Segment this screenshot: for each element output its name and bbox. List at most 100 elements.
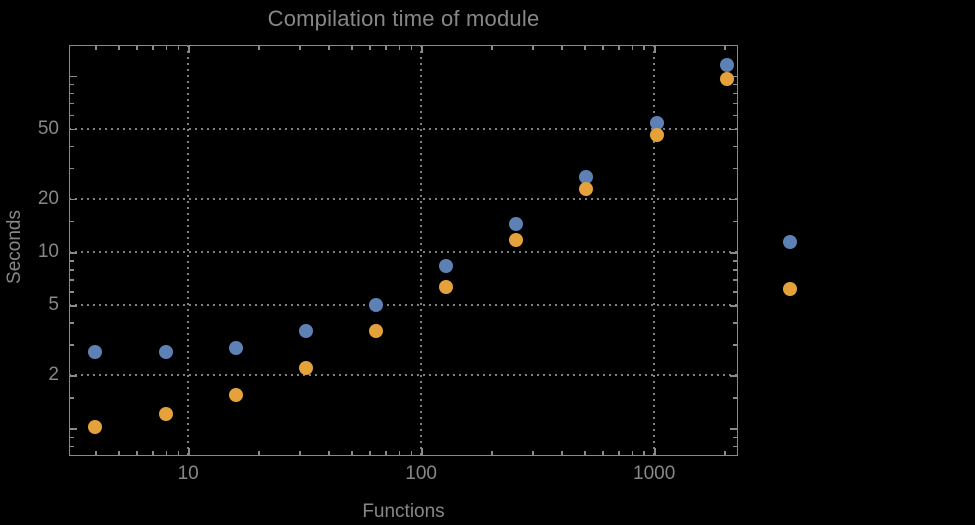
data-point-series-1-blue [509, 217, 524, 232]
x-tick [188, 46, 190, 53]
legend-marker-series-2 [783, 282, 797, 296]
data-point-series-2-orange [228, 387, 243, 402]
x-tick [491, 46, 493, 50]
data-point-series-2-orange [88, 419, 103, 434]
data-point-series-2-orange [649, 128, 664, 143]
x-gridline [187, 45, 190, 456]
y-tick [733, 83, 737, 86]
x-tick [118, 451, 120, 455]
x-axis-label: Functions [362, 501, 445, 522]
y-tick [733, 92, 737, 95]
x-gridline [653, 45, 656, 456]
y-gridline [69, 197, 738, 200]
x-tick [328, 46, 330, 50]
y-tick [733, 269, 737, 271]
x-tick [602, 46, 604, 50]
y-tick [70, 436, 74, 439]
plot-frame [69, 45, 738, 456]
y-tick [733, 114, 737, 117]
y-tick [733, 322, 737, 324]
x-tick [421, 448, 423, 455]
y-gridline [69, 304, 738, 307]
y-tick [70, 128, 77, 131]
x-tick [584, 46, 586, 50]
y-tick [730, 375, 737, 377]
legend-marker-series-1 [783, 235, 797, 249]
x-tick-label: 100 [405, 463, 437, 484]
data-point-series-1-blue [579, 170, 594, 185]
data-point-series-1-blue [88, 345, 103, 360]
x-tick [561, 451, 563, 455]
y-gridline [69, 127, 738, 130]
x-tick [177, 46, 179, 50]
x-tick [258, 451, 260, 455]
y-tick-label: 5 [48, 294, 59, 316]
y-tick [733, 102, 737, 105]
y-tick [733, 291, 737, 293]
y-tick [733, 279, 737, 281]
y-tick [70, 305, 77, 307]
chart-title: Compilation time of module [267, 6, 540, 31]
x-tick [410, 451, 412, 455]
x-tick [152, 46, 154, 50]
x-tick [328, 451, 330, 455]
x-tick-label: 1000 [633, 463, 676, 484]
x-tick [631, 451, 634, 455]
x-tick [618, 46, 620, 50]
x-gridline [420, 45, 423, 456]
x-tick [95, 451, 97, 455]
x-tick [561, 46, 563, 50]
y-tick [730, 252, 737, 254]
x-tick-label: 10 [177, 463, 199, 484]
y-tick [70, 291, 74, 293]
x-tick [351, 451, 353, 455]
y-tick [733, 397, 737, 399]
y-tick [733, 145, 737, 148]
data-point-series-2-orange [439, 280, 454, 295]
data-point-series-2-orange [369, 324, 383, 339]
data-point-series-1-blue [228, 341, 243, 356]
y-tick-label: 10 [37, 241, 59, 262]
y-tick [70, 375, 77, 377]
y-tick [70, 83, 74, 86]
y-gridline [69, 251, 738, 253]
x-tick [410, 46, 412, 50]
y-tick [70, 198, 77, 201]
y-tick-label: 2 [48, 364, 59, 386]
data-point-series-1-blue [439, 259, 454, 274]
x-tick [643, 46, 645, 50]
x-tick [95, 46, 97, 50]
data-point-series-1-blue [649, 115, 664, 130]
x-tick [532, 46, 534, 50]
x-tick [299, 46, 301, 50]
x-tick [602, 451, 604, 455]
y-tick [730, 428, 737, 430]
x-tick [165, 46, 168, 50]
data-point-series-2-orange [298, 361, 313, 376]
x-tick [398, 451, 401, 455]
data-point-series-2-orange [509, 232, 524, 247]
data-point-series-1-blue [719, 57, 734, 72]
x-tick [654, 46, 656, 53]
y-tick [733, 445, 737, 448]
x-tick [369, 46, 371, 50]
x-tick [631, 46, 634, 50]
data-point-series-2-orange [719, 72, 734, 87]
x-tick [385, 46, 387, 50]
y-gridline [69, 374, 738, 377]
y-tick [733, 260, 737, 262]
y-tick [733, 220, 737, 223]
y-tick [733, 167, 737, 170]
y-tick [70, 344, 74, 346]
data-point-series-1-blue [158, 345, 173, 360]
y-tick [70, 260, 74, 262]
y-tick [730, 128, 737, 131]
x-tick [136, 46, 138, 50]
x-tick [118, 46, 120, 50]
x-tick [351, 46, 353, 50]
y-tick [70, 397, 74, 399]
y-tick [70, 145, 74, 148]
x-tick [152, 451, 154, 455]
x-tick [398, 46, 401, 50]
